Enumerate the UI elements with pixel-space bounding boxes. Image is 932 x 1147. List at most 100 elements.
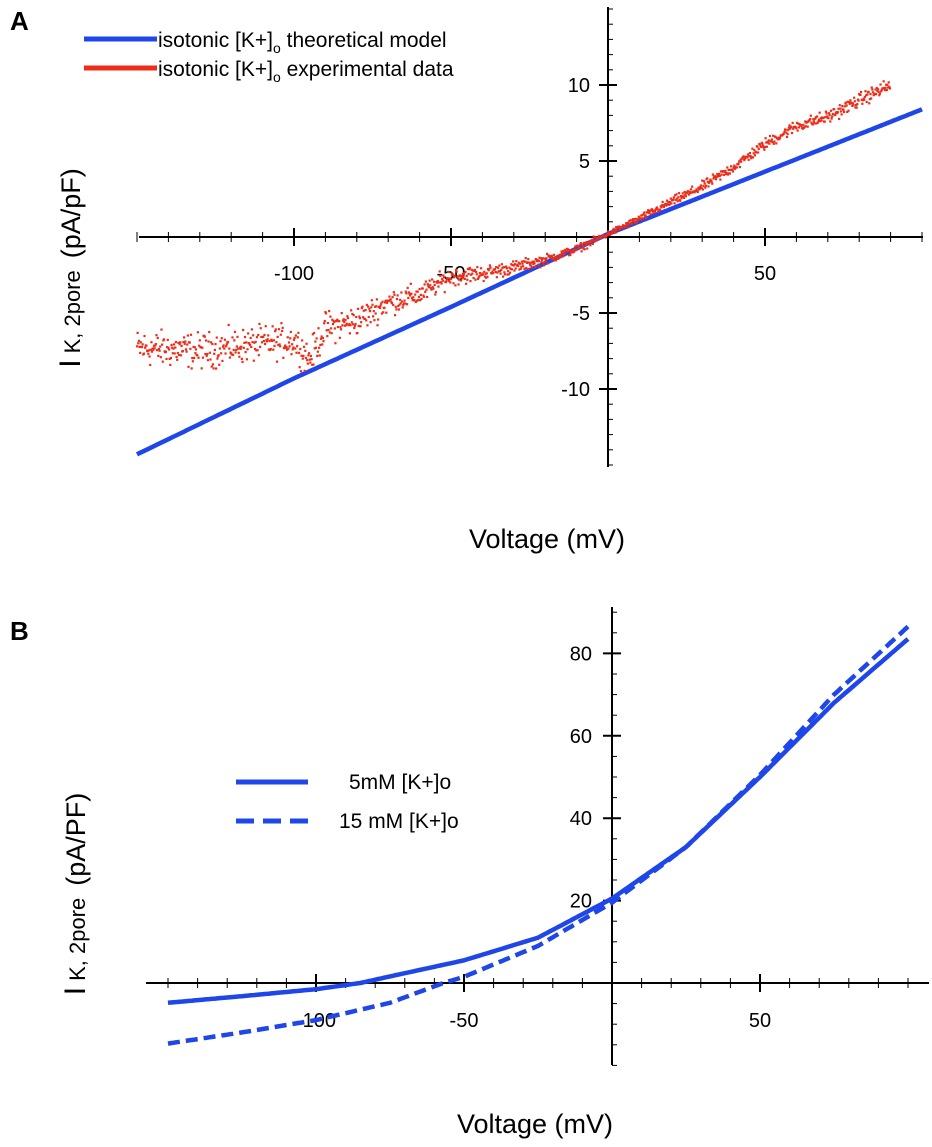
data-point xyxy=(302,345,306,348)
data-point xyxy=(585,240,588,244)
data-point xyxy=(474,278,477,281)
data-point xyxy=(192,345,195,349)
data-point xyxy=(830,117,833,120)
data-point xyxy=(542,264,546,267)
data-point xyxy=(837,107,840,110)
data-point xyxy=(423,283,426,286)
data-point xyxy=(579,243,582,246)
data-point xyxy=(556,257,559,260)
data-point xyxy=(843,105,846,108)
data-point xyxy=(672,196,676,199)
data-point xyxy=(661,200,664,204)
data-point xyxy=(800,124,803,127)
data-point xyxy=(215,367,218,370)
data-point xyxy=(223,338,227,341)
data-point xyxy=(177,353,181,357)
data-point xyxy=(319,343,322,347)
data-point xyxy=(341,319,345,322)
data-point xyxy=(630,222,633,225)
data-point xyxy=(150,341,153,344)
data-point xyxy=(225,343,228,346)
data-point xyxy=(681,192,684,195)
data-point xyxy=(865,100,868,104)
data-point xyxy=(655,206,659,209)
data-point xyxy=(176,351,179,355)
data-point xyxy=(310,358,313,361)
data-point xyxy=(375,305,378,308)
data-point xyxy=(234,351,237,354)
data-point xyxy=(846,100,849,103)
data-point xyxy=(502,266,505,269)
data-point xyxy=(466,267,470,271)
data-point xyxy=(771,141,774,144)
data-point xyxy=(851,104,854,108)
data-point xyxy=(233,339,236,342)
data-point xyxy=(218,347,221,350)
data-point xyxy=(712,177,715,180)
data-point xyxy=(513,269,516,272)
data-point xyxy=(871,88,874,91)
data-point xyxy=(824,110,828,113)
data-point xyxy=(395,308,398,311)
data-point xyxy=(729,165,733,168)
data-point xyxy=(400,291,403,294)
data-point xyxy=(407,296,410,300)
data-point xyxy=(291,343,294,346)
data-point xyxy=(519,267,522,270)
data-point xyxy=(246,348,249,351)
data-point xyxy=(257,333,260,337)
data-point xyxy=(556,254,559,257)
data-point xyxy=(699,185,702,189)
data-point xyxy=(379,304,382,307)
data-point xyxy=(359,325,362,328)
data-point xyxy=(631,219,634,223)
data-point xyxy=(220,337,223,340)
data-point xyxy=(181,349,184,353)
data-point xyxy=(792,127,795,130)
data-point xyxy=(306,362,309,365)
data-point xyxy=(849,99,852,102)
data-point xyxy=(604,236,607,239)
data-point xyxy=(537,263,540,266)
data-point xyxy=(198,344,201,347)
data-point xyxy=(152,348,155,351)
data-point xyxy=(332,319,335,322)
data-point xyxy=(351,323,355,326)
data-point xyxy=(171,352,174,355)
data-point xyxy=(495,266,498,269)
legend-label-15mm: 15 mM [K+]o xyxy=(339,810,459,833)
data-point xyxy=(352,313,355,317)
data-point xyxy=(440,282,443,285)
data-point xyxy=(639,218,642,221)
data-point xyxy=(635,220,638,223)
data-point xyxy=(664,202,667,205)
data-point xyxy=(500,268,503,272)
data-point xyxy=(581,243,584,246)
data-point xyxy=(250,328,254,331)
data-point xyxy=(485,276,488,279)
data-point xyxy=(748,154,751,158)
data-point xyxy=(431,278,434,281)
data-point xyxy=(836,111,839,114)
data-point xyxy=(300,354,303,357)
data-point xyxy=(859,90,863,94)
data-point xyxy=(863,98,866,101)
data-point xyxy=(481,272,484,275)
data-point xyxy=(829,120,832,123)
data-point xyxy=(633,217,637,221)
data-point xyxy=(281,326,284,329)
data-point xyxy=(875,93,878,96)
data-point xyxy=(641,213,644,217)
data-point xyxy=(285,348,289,351)
data-point xyxy=(879,83,882,86)
data-point xyxy=(233,330,237,333)
data-point xyxy=(544,260,547,263)
data-point xyxy=(782,132,785,135)
data-point xyxy=(770,138,774,141)
data-point xyxy=(236,335,239,338)
data-point xyxy=(402,302,405,305)
data-point xyxy=(268,339,271,343)
data-point xyxy=(394,305,397,308)
